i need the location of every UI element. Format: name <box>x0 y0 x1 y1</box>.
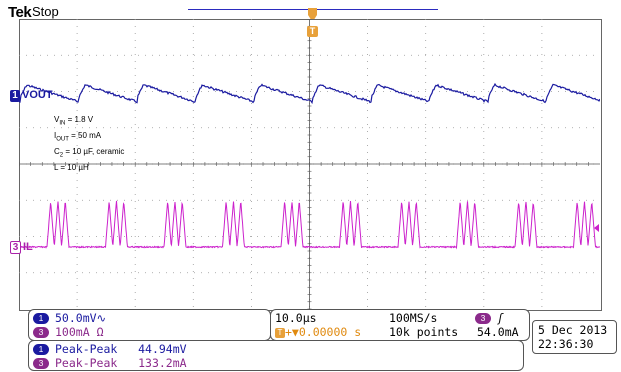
ch1-label[interactable]: 1 VOUT <box>10 89 53 102</box>
ch1-name: VOUT <box>22 89 53 101</box>
ch3-level-marker <box>594 224 599 232</box>
vin-line: VIN = 1.8 V <box>54 115 94 127</box>
trigger-position-icon[interactable] <box>308 8 317 22</box>
iout-line: IOUT = 50 mA <box>54 131 102 143</box>
trigger-source-badge: 3 <box>475 313 491 324</box>
time: 22:36:30 <box>538 337 594 351</box>
meas2-value: 133.2mA <box>138 356 187 370</box>
ch3-scale-row: 3 100mA Ω <box>33 325 104 339</box>
record-length: 10k points <box>389 325 459 339</box>
meas2-badge: 3 <box>33 358 49 369</box>
timebase: 10.0µs <box>275 311 317 325</box>
ch1-scale-row: 1 50.0mV∿ <box>33 311 106 325</box>
date: 5 Dec 2013 <box>538 323 608 337</box>
brand-logo: Tek <box>8 4 32 21</box>
ch1-badge: 1 <box>33 313 49 324</box>
ac-coupling-icon: ∿ <box>96 311 107 325</box>
l-line: L = 10 µH <box>54 163 89 173</box>
ch3-badge: 3 <box>33 327 49 338</box>
ch3-label[interactable]: 3 IL <box>10 241 33 254</box>
trigger-offset-row: T +▼0.00000 s <box>275 325 361 339</box>
vertical-scale-panel[interactable]: 1 50.0mV∿ 3 100mA Ω <box>28 309 271 341</box>
trigger-level: 54.0mA <box>477 325 519 339</box>
meas1-badge: 1 <box>33 344 49 355</box>
meas1-name: Peak-Peak <box>55 342 118 356</box>
meas1-value: 44.94mV <box>138 342 187 356</box>
ohm-icon: Ω <box>96 325 104 339</box>
test-conditions: VIN = 1.8 V IOUT = 50 mA C2 = 10 µF, cer… <box>54 114 124 175</box>
ch3-number: 3 <box>10 241 21 254</box>
measurement-row: 1 Peak-Peak 44.94mV <box>33 342 187 356</box>
waveform-display <box>19 19 600 309</box>
vout-trace <box>19 82 600 105</box>
oscilloscope-screen <box>19 19 602 311</box>
measurements-panel[interactable]: 1 Peak-Peak 44.94mV 3 Peak-Peak 133.2mA <box>28 340 524 371</box>
c2-line: C2 = 10 µF, ceramic <box>54 147 125 159</box>
date-time-panel: 5 Dec 2013 22:36:30 <box>532 320 617 354</box>
ch1-scale: 50.0mV <box>55 311 97 325</box>
sample-rate: 100MS/s <box>389 311 438 325</box>
trigger-time-marker[interactable]: T <box>307 26 318 37</box>
trigger-offset: +▼0.00000 s <box>285 325 362 339</box>
il-trace <box>19 200 600 250</box>
rising-edge-icon: ʃ <box>497 311 504 325</box>
meas2-name: Peak-Peak <box>55 356 118 370</box>
measurement-row: 3 Peak-Peak 133.2mA <box>33 356 187 370</box>
trigger-icon: T <box>275 327 285 338</box>
ch3-scale: 100mA <box>55 325 90 339</box>
ch1-number: 1 <box>10 90 20 102</box>
ch3-name: IL <box>23 241 33 253</box>
acquisition-status: Stop <box>32 4 59 19</box>
